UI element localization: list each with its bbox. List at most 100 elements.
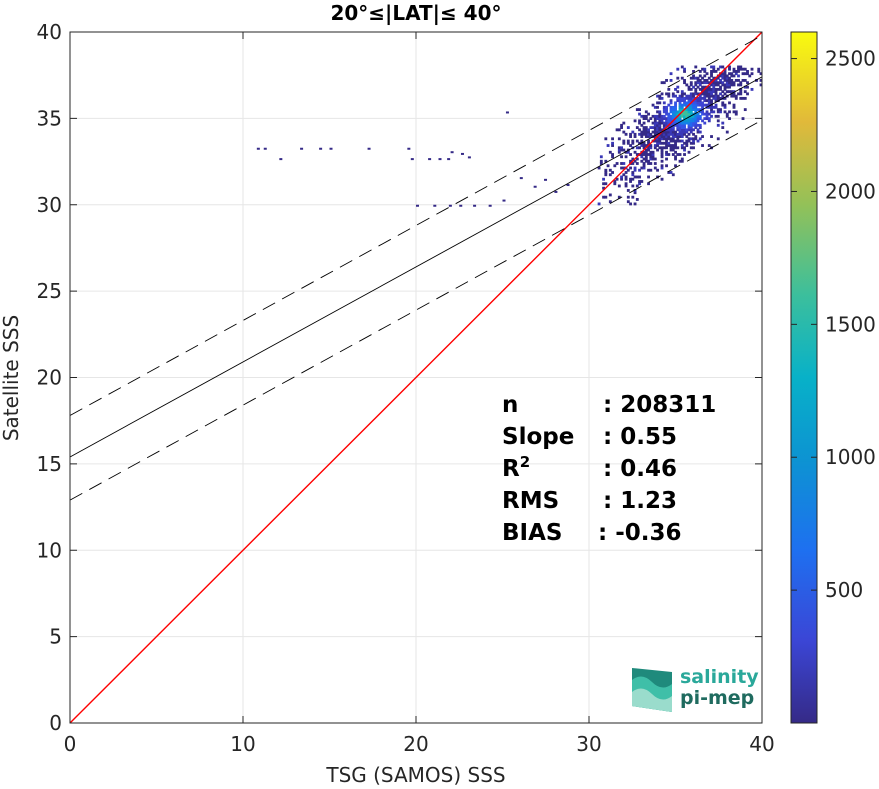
density-cell <box>658 135 662 138</box>
density-cell <box>687 119 691 123</box>
density-cell <box>644 155 648 159</box>
density-cell <box>671 114 675 118</box>
density-cell <box>683 119 686 123</box>
density-cell <box>656 139 659 143</box>
density-cell <box>671 139 675 143</box>
logo-line-pimep: pi-mep <box>680 687 754 709</box>
density-cell <box>692 132 695 136</box>
density-cell <box>638 128 641 132</box>
density-cell <box>746 70 749 73</box>
density-cell <box>667 137 671 141</box>
density-cell <box>669 171 673 174</box>
density-cell <box>665 153 668 156</box>
outlier-point <box>488 204 492 207</box>
density-cell <box>599 159 603 163</box>
density-cell <box>698 99 702 103</box>
density-cell <box>741 96 745 100</box>
density-cell <box>725 90 729 94</box>
density-cell <box>712 94 716 98</box>
density-cell <box>665 141 668 145</box>
density-cell <box>703 117 707 121</box>
outlier-point <box>410 158 414 161</box>
density-cell <box>692 74 695 78</box>
density-cell <box>716 114 720 118</box>
density-cell <box>667 132 671 136</box>
density-cell <box>721 126 725 129</box>
density-cell <box>705 78 709 82</box>
density-cell <box>685 110 689 114</box>
density-cell <box>638 112 641 116</box>
density-cell <box>698 117 702 121</box>
density-cell <box>671 94 675 98</box>
density-cell <box>710 110 713 114</box>
density-cell <box>730 72 734 76</box>
density-cell <box>622 162 626 165</box>
density-cell <box>647 135 650 138</box>
density-cell <box>662 126 666 129</box>
density-cell <box>647 168 650 172</box>
density-cell <box>656 114 659 118</box>
density-cell <box>660 114 664 118</box>
density-cell <box>629 144 632 147</box>
density-cell <box>694 90 698 94</box>
density-cell <box>635 184 639 188</box>
density-cell <box>617 128 621 132</box>
density-cell <box>692 70 695 73</box>
density-cell <box>640 114 644 118</box>
density-cell <box>635 153 639 156</box>
density-cell <box>707 96 711 100</box>
density-cell <box>674 103 677 107</box>
density-cell <box>669 110 673 114</box>
density-cell <box>694 83 698 87</box>
density-cell <box>680 139 684 143</box>
density-cell <box>644 150 648 154</box>
density-cell <box>660 121 664 125</box>
density-cell <box>667 128 671 132</box>
density-cell <box>680 135 684 138</box>
density-cell <box>665 108 668 112</box>
density-cell <box>624 150 628 154</box>
density-cell <box>669 130 673 134</box>
density-cell <box>701 112 704 116</box>
density-cell <box>622 166 626 170</box>
density-cell <box>671 146 675 150</box>
density-cell <box>660 137 664 141</box>
density-cell <box>660 81 664 85</box>
density-cell <box>723 83 727 87</box>
density-cell <box>723 78 727 82</box>
density-cell <box>685 119 689 123</box>
density-cell <box>615 128 619 132</box>
density-cell <box>658 96 662 100</box>
density-cell <box>714 103 718 107</box>
outlier-point <box>502 199 506 202</box>
density-cell <box>660 153 664 156</box>
density-cell <box>694 87 698 91</box>
density-cell <box>649 144 653 147</box>
outlier-point <box>473 204 477 207</box>
density-cell <box>689 130 693 134</box>
density-cell <box>730 74 734 78</box>
density-cell <box>653 123 657 127</box>
density-cell <box>660 159 664 163</box>
density-cell <box>667 171 671 174</box>
density-cell <box>642 162 646 165</box>
density-cell <box>683 121 686 125</box>
density-cell <box>685 96 689 100</box>
density-cell <box>635 108 639 112</box>
density-cell <box>631 173 635 177</box>
x-tick-label: 20 <box>403 732 428 756</box>
density-cell <box>633 119 637 123</box>
outlier-point <box>533 185 537 188</box>
density-cell <box>721 72 725 76</box>
density-cell <box>746 72 749 76</box>
density-cell <box>669 139 673 143</box>
outlier-point <box>407 147 411 150</box>
fit-line <box>70 76 762 458</box>
density-cell <box>613 182 617 186</box>
density-cell <box>694 121 698 125</box>
density-cell <box>658 119 662 123</box>
density-cell <box>692 146 695 150</box>
density-cell <box>734 70 738 73</box>
density-cell <box>656 144 659 147</box>
density-cell <box>665 117 668 121</box>
